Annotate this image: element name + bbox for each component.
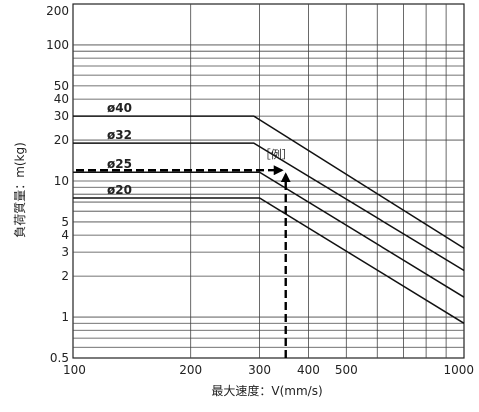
series-line [73,171,465,298]
grid [72,3,465,359]
y-tick-label: 50 [54,79,69,93]
x-tick-label: 1000 [443,363,474,377]
x-axis-title: 最大速度：V(mm/s) [211,383,322,398]
y-tick-label: 4 [61,228,69,242]
y-tick-label: 3 [61,245,69,259]
y-tick-label: 30 [54,109,69,123]
x-tick-label: 400 [297,363,320,377]
y-tick-label: 100 [46,38,69,52]
y-tick-label: 2 [61,269,69,283]
x-tick-label: 300 [248,363,271,377]
y-tick-label: 40 [54,92,69,106]
series-line [73,115,465,249]
x-tick-label: 100 [63,363,86,377]
y-tick-label: 20 [54,133,69,147]
series-line [73,142,465,272]
annotation: ［例］ [76,147,293,358]
y-tick-label: 10 [54,174,69,188]
x-tick-label: 500 [335,363,358,377]
y-tick-label: 0.5 [50,351,69,365]
series-label: ø20 [107,183,132,197]
y-tick-label: 5 [61,215,69,229]
series-lines: ø40 ø32 ø25 ø20 [73,101,465,324]
series-label: ø25 [107,157,132,171]
y-tick-label: 200 [46,4,69,18]
series-label: ø32 [107,128,132,142]
y-tick-label: 1 [61,310,69,324]
series-line [73,197,465,324]
x-tick-label: 200 [179,363,202,377]
series-label: ø40 [107,101,132,115]
y-axis-title: 負荷質量：m(kg) [12,142,27,238]
example-label: ［例］ [260,147,293,161]
